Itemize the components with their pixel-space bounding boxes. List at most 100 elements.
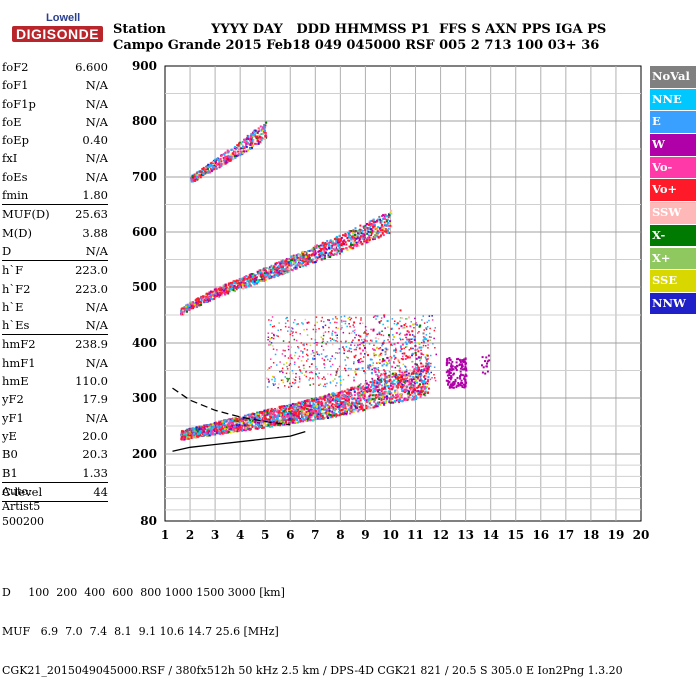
echo-point [427,347,429,349]
echo-point [309,419,311,421]
echo-point [353,363,355,365]
echo-point [184,433,186,435]
echo-point [307,405,309,407]
echo-point [191,428,193,430]
echo-point [294,259,296,261]
echo-point [424,378,426,380]
echo-point [288,378,290,380]
echo-point [409,379,411,381]
echo-point [357,392,359,394]
echo-point [356,407,358,409]
echo-point [395,351,397,353]
echo-point [225,161,227,163]
x-tick-label: 3 [211,528,219,542]
echo-point [292,373,294,375]
echo-point [348,323,350,325]
echo-point [296,407,298,409]
echo-point [384,327,386,329]
echo-point [416,397,418,399]
echo-point [273,423,275,425]
x-tick-label: 8 [336,528,344,542]
echo-point [250,421,252,423]
echo-point [335,374,337,376]
echo-point [201,426,203,428]
echo-point [382,214,384,216]
echo-point [410,342,412,344]
echo-point [385,401,387,403]
echo-point [316,244,318,246]
echo-point [395,397,397,399]
echo-point [273,338,275,340]
echo-point [412,366,414,368]
echo-point [309,366,311,368]
echo-point [409,387,411,389]
echo-point [385,229,387,231]
echo-point [403,364,405,366]
echo-point [319,354,321,356]
echo-point [345,370,347,372]
echo-point [196,174,198,176]
echo-point [382,227,384,229]
echo-point [236,418,238,420]
echo-point [315,329,317,331]
echo-point [357,397,359,399]
echo-point [381,317,383,319]
echo-point [400,309,402,311]
echo-point [239,151,241,153]
echo-point [365,407,367,409]
echo-point [415,352,417,354]
echo-point [340,397,342,399]
echo-point [325,405,327,407]
echo-point [344,350,346,352]
echo-point [287,267,289,269]
echo-point [313,405,315,407]
echo-point [400,339,402,341]
echo-point [221,421,223,423]
echo-point [353,326,355,328]
echo-point [405,366,407,368]
echo-point [267,272,269,274]
echo-point [419,377,421,379]
echo-point [257,413,259,415]
echo-point [344,235,346,237]
echo-point [378,385,380,387]
echo-point [423,393,425,395]
echo-point [263,278,265,280]
echo-point [396,332,398,334]
echo-point [322,242,324,244]
echo-point [291,358,293,360]
echo-point [392,345,394,347]
echo-point [303,368,305,370]
echo-point [267,369,269,371]
echo-point [362,243,364,245]
echo-point [301,410,303,412]
echo-point [326,383,328,385]
echo-point [228,156,230,158]
echo-point [416,358,418,360]
echo-point [280,414,282,416]
echo-point [238,285,240,287]
echo-point [258,129,260,131]
echo-point [341,395,343,397]
echo-point [426,361,428,363]
echo-point [323,386,325,388]
echo-point [230,159,232,161]
echo-point [427,340,429,342]
echo-point [361,394,363,396]
echo-point [392,386,394,388]
echo-point [300,264,302,266]
echo-point [349,246,351,248]
echo-point [349,333,351,335]
echo-point [375,406,377,408]
echo-point [316,368,318,370]
echo-point [388,380,390,382]
echo-point [434,367,436,369]
echo-point [291,259,293,261]
echo-point [286,378,288,380]
echo-point [287,330,289,332]
echo-point [241,283,243,285]
echo-point [418,386,420,388]
echo-point [357,237,359,239]
echo-point [224,158,226,160]
echo-point [277,274,279,276]
